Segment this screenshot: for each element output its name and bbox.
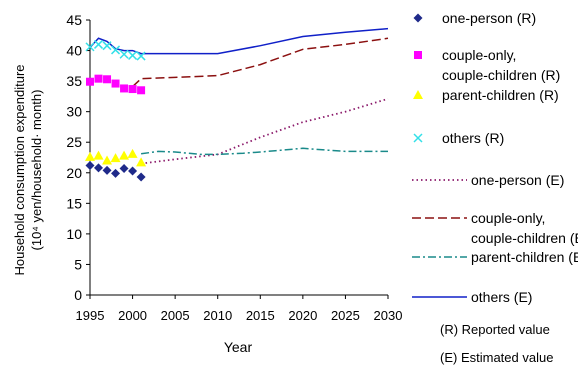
legend-label: one-person (E) <box>471 172 564 188</box>
data-point-series-2 <box>93 150 104 160</box>
data-point-series-3 <box>119 49 129 59</box>
data-point-series-2 <box>85 151 95 161</box>
data-point-series-1 <box>103 75 112 84</box>
y-tick-label: 45 <box>66 12 82 28</box>
data-point-series-2 <box>127 148 138 158</box>
legend-label: others (E) <box>471 289 532 305</box>
y-tick-label: 40 <box>66 43 82 59</box>
data-point-series-0 <box>119 164 129 173</box>
data-point-series-3 <box>136 51 146 61</box>
x-tick-label: 2015 <box>246 308 275 323</box>
x-tick-label: 2025 <box>331 308 360 323</box>
data-point-series-0 <box>85 160 95 170</box>
legend-marker-1 <box>414 51 422 59</box>
x-tick-label: 2000 <box>118 308 147 323</box>
data-point-series-3 <box>93 39 104 49</box>
chart-axes <box>86 19 389 299</box>
x-tick-label: 2005 <box>161 308 190 323</box>
legend: one-person (R) couple-only, couple-childre… <box>412 10 578 305</box>
series-line-7 <box>89 27 389 55</box>
data-point-series-2 <box>119 150 130 160</box>
legend-label: one-person (R) <box>442 10 536 26</box>
x-tick-label: 2010 <box>203 308 232 323</box>
x-tick-label: 2030 <box>374 308 403 323</box>
y-axis-label-line1: Household consumption expenditure <box>12 64 27 275</box>
data-point-series-2 <box>136 157 147 167</box>
legend-label: couple-only, <box>442 47 516 63</box>
data-point-series-0 <box>102 165 112 175</box>
data-point-series-0 <box>136 172 146 182</box>
legend-marker-3 <box>413 133 423 143</box>
data-point-series-1 <box>111 79 120 88</box>
y-tick-label: 25 <box>66 134 82 150</box>
x-tick-label: 2020 <box>288 308 317 323</box>
y-tick-label: 0 <box>74 287 82 303</box>
y-axis-label-line2: (10⁴ yen/household· month) <box>29 90 44 251</box>
reported-value-note: (R) Reported value <box>440 322 550 337</box>
data-point-series-0 <box>111 168 121 178</box>
data-point-series-2 <box>110 153 121 163</box>
data-point-series-3 <box>85 42 95 52</box>
data-point-series-1 <box>94 74 103 83</box>
estimated-series-lines <box>89 27 389 165</box>
y-tick-label: 20 <box>66 165 82 181</box>
legend-label: couple-children (E) <box>471 230 578 246</box>
series-line-4 <box>140 97 389 165</box>
data-point-series-0 <box>128 166 138 176</box>
series-line-5 <box>132 37 389 88</box>
x-axis-label: Year <box>224 339 253 355</box>
data-point-series-1 <box>137 86 146 95</box>
data-point-series-1 <box>86 77 94 86</box>
series-line-6 <box>140 147 388 156</box>
legend-label: couple-children (R) <box>442 67 560 83</box>
x-tick-label: 1995 <box>76 308 105 323</box>
legend-label: others (R) <box>442 130 504 146</box>
legend-marker-0 <box>413 13 423 23</box>
legend-label: couple-only, <box>471 210 545 226</box>
legend-marker-2 <box>413 90 423 99</box>
data-point-series-3 <box>102 41 112 51</box>
data-point-series-2 <box>102 155 113 165</box>
data-point-series-1 <box>128 85 137 94</box>
data-point-series-3 <box>111 45 121 55</box>
data-point-series-0 <box>94 163 104 173</box>
legend-label: parent-children (E) <box>471 249 578 265</box>
data-point-series-3 <box>128 50 138 60</box>
legend-label: parent-children (R) <box>442 87 559 103</box>
reported-series-markers <box>85 39 147 182</box>
y-tick-label: 35 <box>66 73 82 89</box>
y-tick-label: 30 <box>66 104 82 120</box>
y-tick-label: 10 <box>66 226 82 242</box>
data-point-series-1 <box>120 84 129 93</box>
y-tick-label: 15 <box>66 195 82 211</box>
estimated-value-note: (E) Estimated value <box>440 350 554 365</box>
y-tick-label: 5 <box>74 256 82 272</box>
